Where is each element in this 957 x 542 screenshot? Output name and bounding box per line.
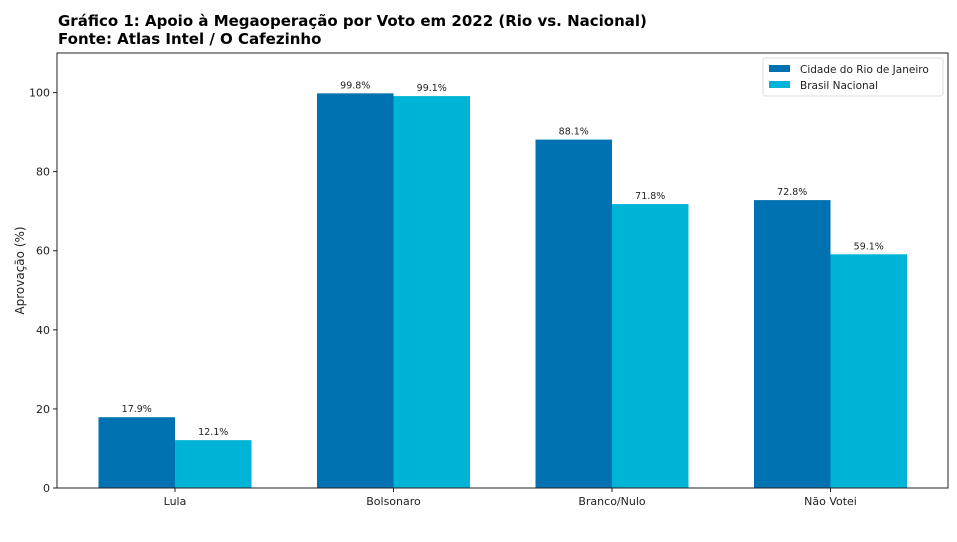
bar-nacional-2	[612, 204, 689, 488]
bar-rio-0	[98, 417, 175, 488]
x-tick-label: Branco/Nulo	[578, 495, 646, 508]
data-label: 72.8%	[777, 187, 807, 198]
y-axis: 0 20 40 60 80 100	[29, 87, 57, 495]
bar-rio-1	[317, 93, 394, 488]
chart-title-block: Gráfico 1: Apoio à Megaoperação por Voto…	[58, 12, 647, 48]
bar-rio-3	[754, 200, 831, 489]
chart-title: Gráfico 1: Apoio à Megaoperação por Voto…	[58, 12, 647, 30]
data-label: 71.8%	[635, 191, 665, 202]
data-label: 17.9%	[122, 404, 152, 415]
data-label: 99.8%	[340, 80, 370, 91]
data-labels-group: 17.9% 12.1% 99.8% 99.1% 88.1% 71.8% 72.8% 59.1%	[122, 80, 884, 438]
bars-group	[98, 93, 907, 489]
bar-nacional-1	[393, 96, 470, 488]
y-tick-label: 60	[36, 245, 50, 258]
x-tick-label: Não Votei	[804, 495, 857, 508]
bar-rio-2	[535, 139, 612, 488]
legend: Cidade do Rio de Janeiro Brasil Nacional	[762, 57, 944, 97]
chart-subtitle: Fonte: Atlas Intel / O Cafezinho	[58, 30, 322, 48]
legend-label: Cidade do Rio de Janeiro	[800, 64, 929, 76]
y-tick-label: 80	[36, 166, 50, 179]
y-axis-label: Aprovação (%)	[13, 226, 27, 314]
data-label: 88.1%	[559, 127, 589, 138]
x-axis: Lula Bolsonaro Branco/Nulo Não Votei	[164, 488, 857, 508]
y-tick-label: 40	[36, 324, 50, 337]
legend-swatch	[769, 81, 790, 88]
x-tick-label: Lula	[164, 495, 187, 508]
plot-frame	[56, 52, 949, 489]
y-tick-label: 20	[36, 403, 50, 416]
y-tick-label: 0	[43, 482, 50, 495]
bar-nacional-0	[175, 440, 252, 488]
data-label: 99.1%	[417, 83, 447, 94]
data-label: 12.1%	[198, 427, 228, 438]
legend-box	[762, 57, 944, 97]
legend-swatch	[769, 65, 790, 72]
bar-nacional-3	[830, 254, 907, 488]
legend-label: Brasil Nacional	[800, 80, 878, 92]
data-label: 59.1%	[854, 241, 884, 252]
x-tick-label: Bolsonaro	[366, 495, 421, 508]
y-tick-label: 100	[29, 87, 50, 100]
